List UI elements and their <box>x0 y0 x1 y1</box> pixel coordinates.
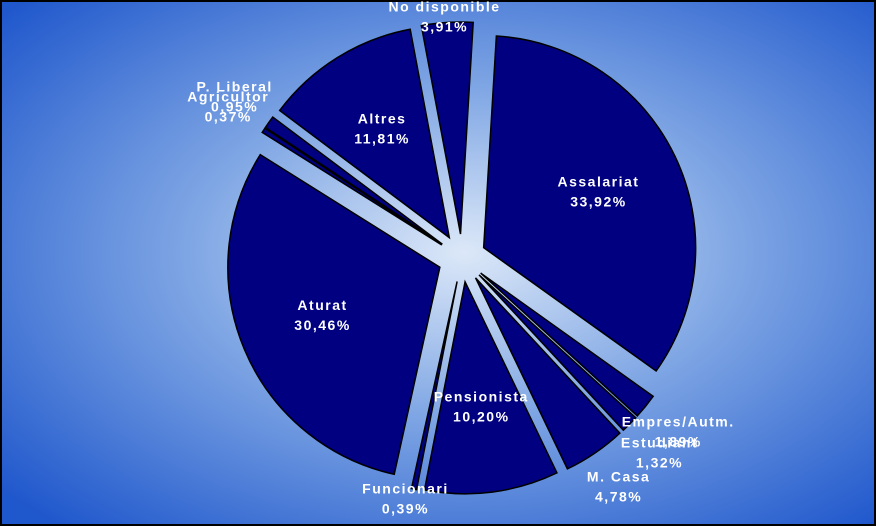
value-label: 33,92% <box>570 194 626 210</box>
labels: Assalariat 33,92% Empres/Autm. 1,89%Estudia… <box>187 0 735 517</box>
slice-label: Agricultor <box>187 88 269 104</box>
value-label: 0,39% <box>382 501 429 517</box>
slice-label: Pensionista <box>434 389 529 405</box>
pie <box>227 21 697 495</box>
slice-label: Empres/Autm. <box>622 413 735 429</box>
slice <box>264 116 443 245</box>
value-label: 1,32% <box>636 454 683 470</box>
value-label: 4,78% <box>595 488 642 504</box>
value-label: 3,91% <box>421 19 468 35</box>
slice-label: Altres <box>358 110 407 126</box>
slice <box>261 127 443 246</box>
slice-label: Assalariat <box>557 174 639 190</box>
slice-label: M. Casa <box>587 468 650 484</box>
slice <box>423 279 558 495</box>
slice-label: Funcionari <box>362 481 449 497</box>
value-label: 0,95% <box>211 99 258 115</box>
slice <box>478 274 637 432</box>
slice <box>227 153 441 476</box>
slice-label: No disponible <box>389 0 501 15</box>
slice-label: Aturat <box>297 297 347 313</box>
slice <box>410 281 458 491</box>
slice <box>482 35 697 372</box>
slice-label: P. Liberal <box>197 79 273 95</box>
value-label: 30,46% <box>294 317 350 333</box>
slice <box>278 28 451 240</box>
value-label: 10,20% <box>453 409 509 425</box>
slice <box>420 21 474 235</box>
slice <box>480 272 655 417</box>
slice-label: Estudiant <box>621 434 698 450</box>
value-label: 1,89% <box>655 433 702 449</box>
slice <box>474 277 621 470</box>
value-label: 11,81% <box>354 130 410 146</box>
value-label: 0,37% <box>205 108 252 124</box>
